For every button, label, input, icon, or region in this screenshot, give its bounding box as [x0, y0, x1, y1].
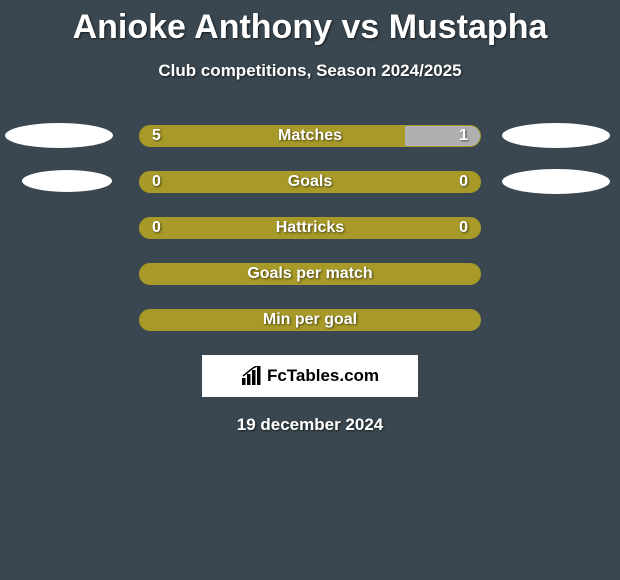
stat-bar-left-fill	[140, 218, 480, 238]
logo-text: FcTables.com	[267, 366, 379, 386]
stat-bar-left-fill	[140, 126, 405, 146]
stat-bar: Goals per match	[139, 263, 481, 285]
player-left-ellipse	[22, 170, 112, 192]
stat-right-value: 0	[459, 219, 468, 237]
player-right-ellipse	[502, 169, 610, 194]
stat-bar-left-fill	[140, 310, 480, 330]
page-title: Anioke Anthony vs Mustapha	[0, 0, 620, 47]
player-right-ellipse	[502, 123, 610, 148]
comparison-row: 51Matches	[0, 125, 620, 147]
stat-bar-left-fill	[140, 172, 480, 192]
stat-bar: Min per goal	[139, 309, 481, 331]
comparison-row: Goals per match	[0, 263, 620, 285]
stat-bar-right-fill	[405, 126, 480, 146]
stat-bar: 00Hattricks	[139, 217, 481, 239]
date-text: 19 december 2024	[0, 415, 620, 435]
stat-bar: 51Matches	[139, 125, 481, 147]
player-left-ellipse	[5, 123, 113, 148]
page-subtitle: Club competitions, Season 2024/2025	[0, 61, 620, 81]
comparison-row: 00Hattricks	[0, 217, 620, 239]
stat-bar: 00Goals	[139, 171, 481, 193]
stat-right-value: 1	[459, 127, 468, 145]
stat-left-value: 5	[152, 127, 161, 145]
comparison-row: 00Goals	[0, 171, 620, 193]
logo-box: FcTables.com	[202, 355, 418, 397]
comparison-row: Min per goal	[0, 309, 620, 331]
chart-icon	[241, 366, 263, 386]
comparison-chart: 51Matches00Goals00HattricksGoals per mat…	[0, 125, 620, 331]
stat-right-value: 0	[459, 173, 468, 191]
stat-left-value: 0	[152, 173, 161, 191]
stat-left-value: 0	[152, 219, 161, 237]
stat-bar-left-fill	[140, 264, 480, 284]
